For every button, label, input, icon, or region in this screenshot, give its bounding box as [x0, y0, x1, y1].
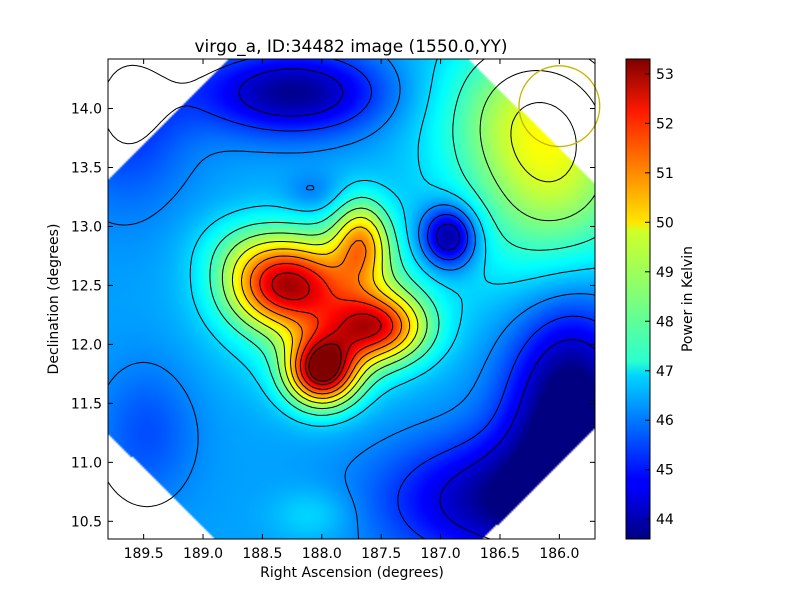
y-tick-label: 13.0 [71, 219, 102, 235]
colorbar-label: Power in Kelvin [680, 246, 696, 352]
y-tick-label: 14.0 [71, 102, 102, 118]
colorbar-tick-label: 52 [656, 116, 674, 132]
plot-frame [107, 58, 596, 540]
x-tick-label: 188.5 [242, 546, 282, 562]
contour-level-3 [189, 59, 595, 427]
colorbar-tick-label: 50 [656, 215, 674, 231]
y-tick-label: 12.0 [71, 337, 102, 353]
colorbar-tick-label: 49 [656, 265, 674, 281]
x-tick-label: 188.0 [302, 546, 342, 562]
contour-level-7 [241, 226, 411, 399]
y-tick-label: 11.5 [71, 396, 102, 412]
contour-level-9 [259, 263, 394, 390]
colorbar-ticks: 44 45 46 47 48 49 50 51 52 53 [645, 67, 674, 528]
contour-level-5 [221, 70, 595, 410]
y-tick-label: 13.5 [71, 161, 102, 177]
contour-level-4 [209, 59, 595, 416]
y-tick-label: 10.5 [71, 514, 102, 530]
contour-level-2 [108, 59, 595, 539]
colorbar-tick-label: 51 [656, 166, 674, 182]
y-tick-label: 11.0 [71, 455, 102, 471]
colorbar-tick-label: 44 [656, 512, 674, 528]
colorbar-tick-label: 53 [656, 67, 674, 83]
x-tick-label: 189.5 [124, 546, 164, 562]
contour-level-6 [231, 102, 577, 404]
contour-level-1 [108, 59, 595, 539]
y-tick-label: 12.5 [71, 278, 102, 294]
contour-level-8 [249, 240, 402, 395]
x-axis-ticks: 189.5 189.0 188.5 188.0 187.5 187.0 186.5 186.0 [124, 59, 579, 562]
colorbar-tick-label: 48 [656, 314, 674, 330]
colorbar-tick-label: 47 [656, 364, 674, 380]
colorbar: 44 45 46 47 48 49 50 51 52 53 Power in Kelvin [625, 58, 696, 540]
x-tick-label: 186.5 [480, 546, 520, 562]
x-axis-label: Right Ascension (degrees) [260, 565, 444, 581]
x-tick-label: 187.0 [421, 546, 461, 562]
y-axis-ticks: 10.5 11.0 11.5 12.0 12.5 13.0 13.5 14.0 [71, 102, 595, 530]
plot-area: 189.5 189.0 188.5 188.0 187.5 187.0 186.5 186.0… [71, 58, 601, 562]
beam-circle [518, 65, 601, 148]
x-tick-label: 187.5 [361, 546, 401, 562]
contour-lines [108, 59, 595, 539]
contour-level-0 [238, 68, 595, 539]
contour-level-10 [271, 272, 382, 386]
x-tick-label: 186.0 [539, 546, 579, 562]
colorbar-tick-label: 45 [656, 463, 674, 479]
colorbar-tick-label: 46 [656, 413, 674, 429]
y-axis-label: Declination (degrees) [46, 224, 62, 375]
x-tick-label: 189.0 [183, 546, 223, 562]
contour-level-11 [308, 343, 342, 382]
colorbar-gradient [625, 58, 651, 540]
heatmap-image [108, 59, 595, 539]
chart-title: virgo_a, ID:34482 image (1550.0,YY) [195, 37, 508, 57]
